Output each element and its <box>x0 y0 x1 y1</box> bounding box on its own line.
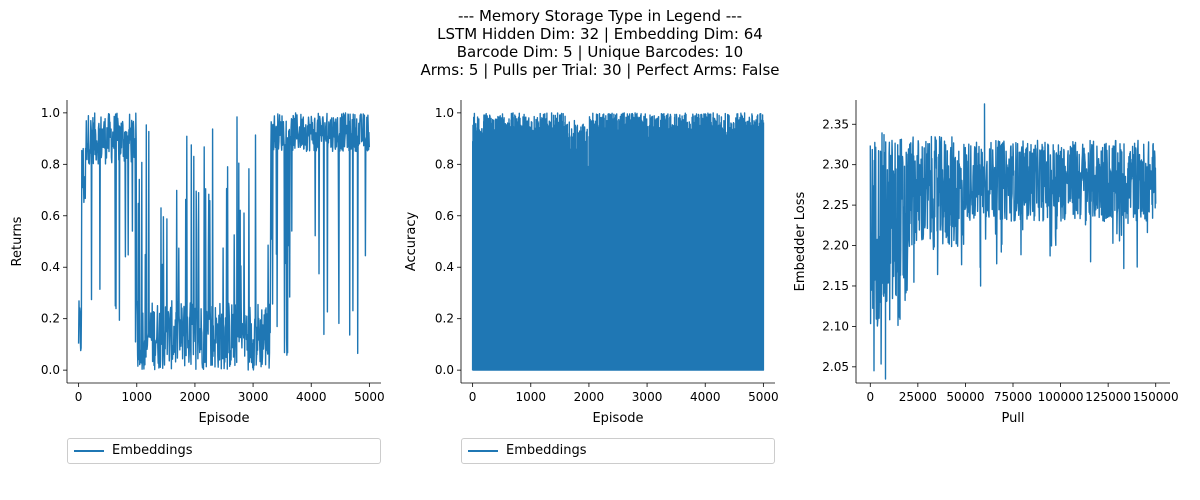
y-tick-label: 1.0 <box>41 106 60 120</box>
y-axis-label: Embedder Loss <box>793 191 808 291</box>
x-axis-label: Episode <box>592 411 643 426</box>
x-tick-label: 4000 <box>690 390 721 404</box>
y-tick-label: 0.0 <box>41 363 60 377</box>
y-tick-label: 0.2 <box>435 312 454 326</box>
y-axis-label: Returns <box>10 216 25 266</box>
y-tick-label: 0.2 <box>41 312 60 326</box>
x-tick-label: 75000 <box>994 390 1032 404</box>
series-line <box>77 112 370 371</box>
y-tick-label: 0.0 <box>435 363 454 377</box>
subplot-3: 0 25000 50000 75000 100000 125000 150000 2.05 2.… <box>793 100 1179 426</box>
x-tick-label: 100000 <box>1038 390 1084 404</box>
y-tick-label: 2.15 <box>822 279 849 293</box>
y-tick-label: 2.35 <box>822 117 849 131</box>
x-tick-label: 1000 <box>122 390 153 404</box>
y-tick-label: 0.8 <box>41 157 60 171</box>
y-tick-label: 2.25 <box>822 198 849 212</box>
x-tick-label: 3000 <box>632 390 663 404</box>
series-line <box>471 112 765 371</box>
x-tick-label: 5000 <box>354 390 385 404</box>
x-tick-label: 0 <box>866 390 874 404</box>
figure-title-line-4: Arms: 5 | Pulls per Trial: 30 | Perfect … <box>420 61 780 79</box>
y-tick-label: 2.10 <box>822 319 849 333</box>
x-tick-label: 1000 <box>516 390 547 404</box>
y-axis-label: Accuracy <box>404 212 419 272</box>
x-tick-label: 150000 <box>1133 390 1179 404</box>
figure-title-line-1: --- Memory Storage Type in Legend --- <box>457 7 742 25</box>
legend-swatch <box>468 450 498 452</box>
x-axis-label: Episode <box>198 411 249 426</box>
y-tick-label: 0.6 <box>435 209 454 223</box>
y-tick-label: 0.6 <box>41 209 60 223</box>
legend-label: Embeddings <box>112 443 193 458</box>
legend-swatch <box>74 450 104 452</box>
x-tick-label: 4000 <box>296 390 327 404</box>
y-tick-label: 0.8 <box>435 157 454 171</box>
legend-label: Embeddings <box>506 443 587 458</box>
series-line <box>869 103 1157 380</box>
y-tick-label: 2.05 <box>822 360 849 374</box>
figure-title-line-2: LSTM Hidden Dim: 32 | Embedding Dim: 64 <box>437 25 763 43</box>
x-axis-label: Pull <box>1001 411 1024 426</box>
x-tick-label: 0 <box>75 390 83 404</box>
y-tick-label: 2.20 <box>822 239 849 253</box>
y-tick-label: 0.4 <box>435 260 454 274</box>
subplot-2: 0 1000 2000 3000 4000 5000 0.0 0.2 0.4 0.6 0.8 1.0 E… <box>404 100 779 426</box>
x-tick-label: 3000 <box>238 390 269 404</box>
y-tick-label: 0.4 <box>41 260 60 274</box>
x-tick-label: 125000 <box>1085 390 1131 404</box>
x-tick-label: 25000 <box>899 390 937 404</box>
subplot-1: 0 1000 2000 3000 4000 5000 0.0 0.2 0.4 0.6 0.8 1.0 E… <box>10 100 385 426</box>
x-tick-label: 50000 <box>946 390 984 404</box>
legend-returns: Embeddings <box>67 438 381 464</box>
y-tick-label: 1.0 <box>435 106 454 120</box>
x-tick-label: 2000 <box>574 390 605 404</box>
x-tick-label: 0 <box>469 390 477 404</box>
figure-title-line-3: Barcode Dim: 5 | Unique Barcodes: 10 <box>456 43 744 61</box>
legend-accuracy: Embeddings <box>461 438 775 464</box>
x-tick-label: 5000 <box>748 390 779 404</box>
y-tick-label: 2.30 <box>822 158 849 172</box>
x-tick-label: 2000 <box>180 390 211 404</box>
